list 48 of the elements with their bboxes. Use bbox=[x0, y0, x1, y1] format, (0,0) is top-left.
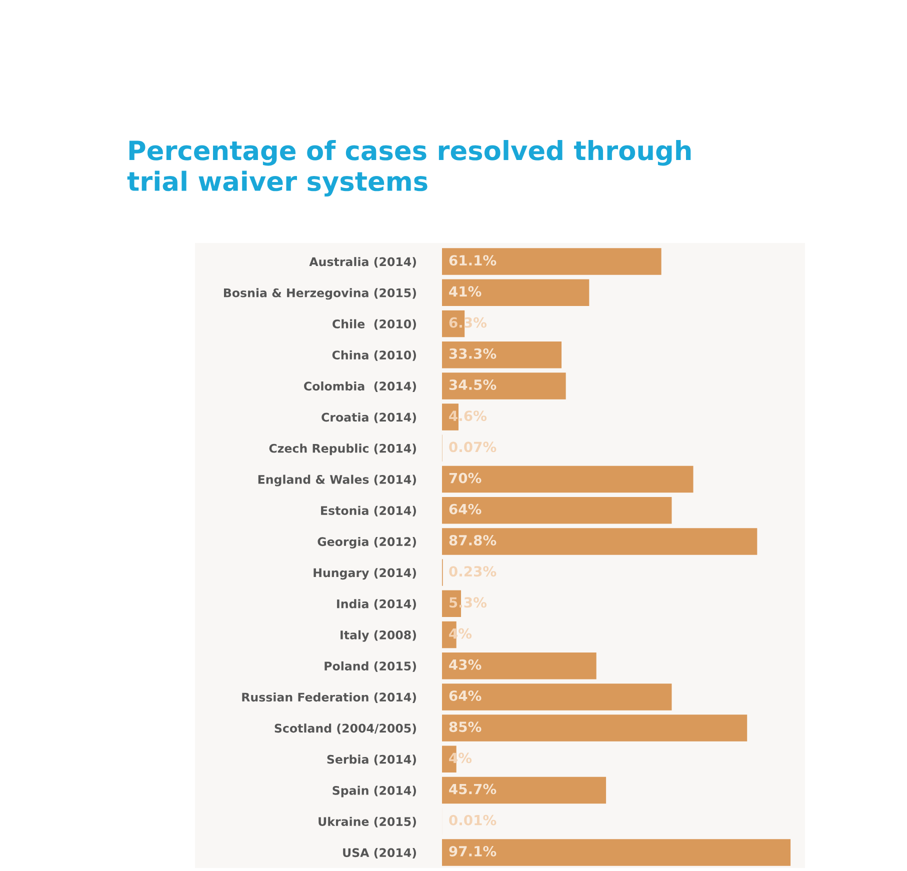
y-tick-label: China (2010) bbox=[332, 350, 416, 361]
bar bbox=[442, 528, 758, 555]
bar bbox=[442, 248, 662, 275]
y-tick-label: Georgia (2012) bbox=[318, 536, 416, 548]
bar bbox=[442, 279, 590, 306]
y-tick-label: Hungary (2014) bbox=[314, 568, 416, 580]
bar bbox=[442, 776, 606, 804]
data-label: 43% bbox=[449, 659, 482, 670]
bar bbox=[442, 466, 694, 493]
y-tick-label: Bosnia & Herzegovina (2015) bbox=[224, 288, 416, 300]
bar bbox=[442, 496, 672, 524]
data-label: 85% bbox=[449, 722, 482, 732]
y-tick-label: Russian Federation (2014) bbox=[242, 692, 416, 703]
data-label: 70% bbox=[449, 472, 482, 484]
data-label: 33.3% bbox=[449, 348, 496, 359]
y-tick-label: India (2014) bbox=[337, 599, 416, 610]
bar bbox=[442, 684, 672, 710]
y-tick-label: Scotland (2004/2005) bbox=[274, 724, 416, 734]
data-label: 34.5% bbox=[449, 379, 496, 390]
data-label: 45.7% bbox=[449, 784, 496, 794]
y-tick-label: Estonia (2014) bbox=[321, 506, 416, 516]
y-tick-label: England & Wales (2014) bbox=[258, 474, 416, 486]
bar bbox=[442, 839, 791, 866]
y-tick-label: Poland (2015) bbox=[324, 661, 416, 672]
y-tick-label: Spain (2014) bbox=[332, 786, 416, 798]
bar bbox=[442, 372, 566, 400]
data-label: 0.23% bbox=[449, 566, 496, 577]
y-tick-label: Ukraine (2015) bbox=[318, 816, 416, 828]
y-tick-label: USA (2014) bbox=[343, 848, 416, 858]
chart-title: Percentage of cases resolved through trial waiver systems bbox=[127, 140, 691, 197]
y-tick-label: Czech Republic (2014) bbox=[269, 444, 416, 456]
y-tick-label: Australia (2014) bbox=[309, 257, 416, 268]
data-label: 41% bbox=[449, 286, 482, 297]
data-label: 0.07% bbox=[449, 442, 496, 452]
y-tick-label: Croatia (2014) bbox=[322, 412, 416, 424]
data-label: 61.1% bbox=[449, 255, 496, 266]
bar bbox=[442, 341, 562, 368]
bar bbox=[442, 714, 748, 742]
y-tick-label: Colombia (2014) bbox=[304, 381, 416, 392]
y-tick-label: Chile (2010) bbox=[332, 319, 416, 330]
data-label: 87.8% bbox=[449, 534, 496, 546]
data-label: 0.01% bbox=[449, 814, 496, 826]
y-tick-label: Italy (2008) bbox=[340, 630, 416, 642]
data-label: 64% bbox=[449, 504, 482, 514]
y-tick-label: Serbia (2014) bbox=[327, 754, 416, 766]
data-label: 64% bbox=[449, 690, 482, 701]
bar bbox=[442, 652, 596, 680]
data-label: 97.1% bbox=[449, 846, 496, 856]
